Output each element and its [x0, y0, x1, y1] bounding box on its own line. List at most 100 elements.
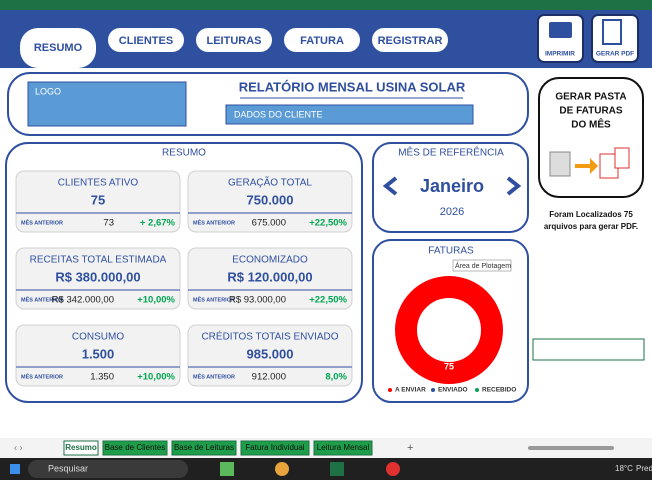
previous-value: 1.350 [90, 372, 114, 383]
add-sheet[interactable]: + [407, 442, 413, 454]
card-title: GERAÇÃO TOTAL [228, 176, 312, 189]
top-bar [0, 0, 652, 10]
donut-segment [395, 276, 503, 384]
previous-label: MÊS ANTERIOR [21, 218, 63, 226]
export-title[interactable]: DE FATURAS [559, 106, 622, 117]
nav-label[interactable]: FATURA [300, 35, 344, 47]
sheet-tab-label[interactable]: Leitura Mensal [317, 443, 370, 452]
legend-label: ENVIADO [438, 387, 468, 394]
logo: LOGO [35, 86, 61, 96]
card [15, 247, 181, 310]
client-data: DADOS DO CLIENTE [234, 109, 323, 119]
sheet-tabs: Resumo Base de Clientes Base de Leituras Fa… [63, 440, 413, 456]
change: +22,50% [309, 295, 347, 306]
year: 2026 [440, 206, 464, 218]
card-title: ECONOMIZADO [232, 255, 308, 266]
donut: 75 A ENVIAR ENVIADO RECEBIDO [388, 276, 516, 394]
start-button[interactable] [10, 464, 20, 474]
sheet-tab[interactable] [171, 440, 237, 456]
app-icon[interactable] [330, 462, 344, 476]
sheet-tab[interactable] [313, 440, 373, 456]
app-icon[interactable] [220, 462, 234, 476]
selected-cell[interactable] [532, 338, 645, 361]
sheet-tab-label[interactable]: Resumo [65, 443, 97, 452]
next-month[interactable] [506, 176, 522, 196]
nav-label[interactable]: CLIENTES [119, 35, 173, 47]
nav-label[interactable]: REGISTRAR [378, 35, 443, 47]
data-label: 75 [444, 361, 454, 371]
card-title: CONSUMO [72, 332, 124, 343]
tooltip-box [452, 259, 512, 272]
sheet-tab-label[interactable]: Fatura Individual [245, 443, 304, 452]
nav-label[interactable]: LEITURAS [207, 35, 262, 47]
legend-label: RECEBIDO [482, 387, 516, 394]
logo-box [27, 81, 187, 127]
card-title: RECEITAS TOTAL ESTIMADA [30, 255, 167, 266]
prev-month[interactable] [382, 176, 398, 196]
search[interactable]: Pesquisar [48, 463, 88, 473]
print-icon [549, 22, 572, 38]
export-title[interactable]: DO MÊS [571, 118, 611, 131]
search-box[interactable] [28, 460, 188, 478]
legend-label: A ENVIAR [395, 387, 426, 394]
nav-button[interactable] [284, 28, 360, 52]
active-tab[interactable] [20, 28, 96, 68]
previous-label: MÊS ANTERIOR [21, 295, 63, 303]
legend-marker [431, 388, 435, 392]
export-title[interactable]: GERAR PASTA [555, 92, 626, 103]
summary-title: RESUMO [162, 148, 206, 159]
card [15, 324, 181, 387]
export-message: Foram Localizados 75 [549, 210, 633, 219]
print-label: IMPRIMIR [545, 51, 575, 58]
nav-active[interactable]: RESUMO [34, 42, 83, 54]
tab-scroll[interactable]: ‹ › [14, 442, 23, 452]
card [187, 324, 353, 387]
card [187, 247, 353, 310]
previous-label: MÊS ANTERIOR [21, 372, 63, 380]
month: Janeiro [420, 176, 484, 196]
nav-button[interactable] [108, 28, 184, 52]
previous-label: MÊS ANTERIOR [193, 372, 235, 380]
app-icon[interactable] [386, 462, 400, 476]
previous-value: R$ 342.000,00 [52, 295, 114, 306]
card-value: 75 [91, 192, 105, 207]
legend-marker [388, 388, 392, 392]
sheet-tab-label[interactable]: Base de Clientes [105, 443, 165, 452]
card-value: R$ 380.000,00 [55, 269, 140, 284]
previous-value: R$ 93.000,00 [229, 295, 286, 306]
sheet-tab-label[interactable]: Base de Leituras [174, 443, 234, 452]
card [187, 170, 353, 233]
nav-button[interactable] [196, 28, 272, 52]
sheet-tab[interactable] [240, 440, 310, 456]
weather: 18°C [615, 464, 633, 473]
scrollbar[interactable] [528, 446, 614, 450]
previous-value: 912.000 [252, 372, 286, 383]
pdf-file-icon [614, 147, 630, 169]
weather-note: Pred [636, 464, 652, 473]
sheet-tab[interactable] [102, 440, 168, 456]
cards: CLIENTES ATIVO 75 MÊS ANTERIOR 73 + 2,67% GER… [15, 170, 353, 387]
card-title: CRÉDITOS TOTAIS ENVIADO [201, 330, 338, 343]
pdf-icon [602, 19, 622, 45]
change: + 2,67% [140, 218, 176, 229]
previous-label: MÊS ANTERIOR [193, 295, 235, 303]
change: 8,0% [325, 372, 347, 383]
card-title: CLIENTES ATIVO [58, 178, 139, 189]
sheet-tab[interactable] [63, 440, 99, 456]
card-value: 985.000 [247, 346, 294, 361]
card-value: R$ 120.000,00 [227, 269, 312, 284]
pdf-label: GERAR PDF [596, 51, 634, 58]
card-value: 750.000 [247, 192, 294, 207]
reference-title: MÊS DE REFERÊNCIA [398, 146, 504, 159]
change: +10,00% [137, 372, 175, 383]
doc-icon [549, 151, 571, 177]
app-icon[interactable] [275, 462, 289, 476]
legend-marker [475, 388, 479, 392]
client-box [225, 104, 474, 125]
reference-panel [372, 142, 529, 233]
arrow-icon [575, 158, 598, 174]
faturas-title: FATURAS [428, 246, 474, 257]
nav-button[interactable] [372, 28, 448, 52]
